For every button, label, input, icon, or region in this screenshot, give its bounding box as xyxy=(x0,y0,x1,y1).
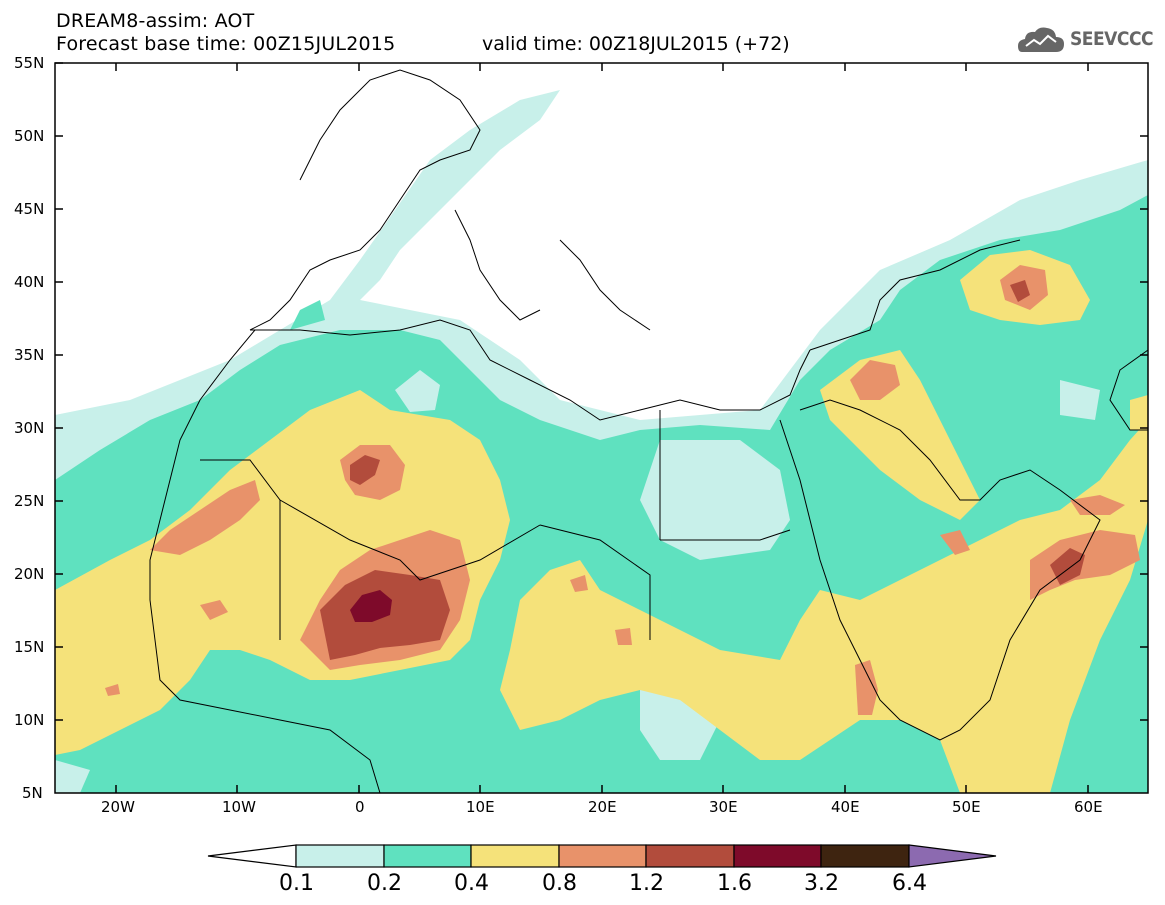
colorbar-over xyxy=(908,844,997,868)
lon-label: 60E xyxy=(1074,798,1103,816)
legend-label: 0.2 xyxy=(367,871,402,896)
legend-label: 0.1 xyxy=(279,871,314,896)
lat-label: 10N xyxy=(14,711,45,729)
lon-label: 40E xyxy=(831,798,860,816)
colorbar-swatch-4 xyxy=(558,844,647,868)
lon-label: 50E xyxy=(952,798,981,816)
aot-patch-0.1 xyxy=(55,370,1100,793)
legend-label: 3.2 xyxy=(804,871,839,896)
logo-text: SEEVCCC xyxy=(1070,28,1154,50)
aot-band-1.6 xyxy=(350,590,392,622)
legend-label: 1.6 xyxy=(717,871,752,896)
lat-label: 20N xyxy=(14,565,45,583)
lat-label: 5N xyxy=(22,784,43,802)
lon-label: 20E xyxy=(588,798,617,816)
lat-label: 50N xyxy=(14,127,45,145)
lon-label: 10W xyxy=(222,798,256,816)
lat-label: 15N xyxy=(14,638,45,656)
axis-ticks xyxy=(55,62,1148,793)
colorbar-swatch-2 xyxy=(383,844,472,868)
legend-label: 0.8 xyxy=(542,871,577,896)
lat-label: 45N xyxy=(14,200,45,218)
lat-label: 40N xyxy=(14,273,45,291)
coastlines xyxy=(149,69,1148,793)
lon-label: 20W xyxy=(101,798,135,816)
lon-label: 30E xyxy=(709,798,738,816)
colorbar-swatch-6 xyxy=(733,844,822,868)
colorbar-swatch-7 xyxy=(820,844,910,868)
title-base-time: Forecast base time: 00Z15JUL2015 xyxy=(56,33,396,55)
legend-label: 1.2 xyxy=(629,871,664,896)
lat-label: 30N xyxy=(14,419,45,437)
colorbar-under xyxy=(207,844,297,868)
legend-label: 0.4 xyxy=(454,871,489,896)
title-product: DREAM8-assim: AOT xyxy=(56,10,255,32)
lat-label: 55N xyxy=(14,54,45,72)
lon-label: 10E xyxy=(466,798,495,816)
seevccc-cloud-icon xyxy=(1018,27,1064,52)
title-valid-time: valid time: 00Z18JUL2015 (+72) xyxy=(482,33,790,55)
colorbar-swatch-1 xyxy=(295,844,385,868)
legend-label: 6.4 xyxy=(892,871,927,896)
colorbar xyxy=(207,844,997,868)
colorbar-swatch-3 xyxy=(470,844,560,868)
lat-label: 25N xyxy=(14,492,45,510)
lon-label: 0 xyxy=(355,798,365,816)
lat-label: 35N xyxy=(14,346,45,364)
colorbar-swatch-5 xyxy=(645,844,735,868)
